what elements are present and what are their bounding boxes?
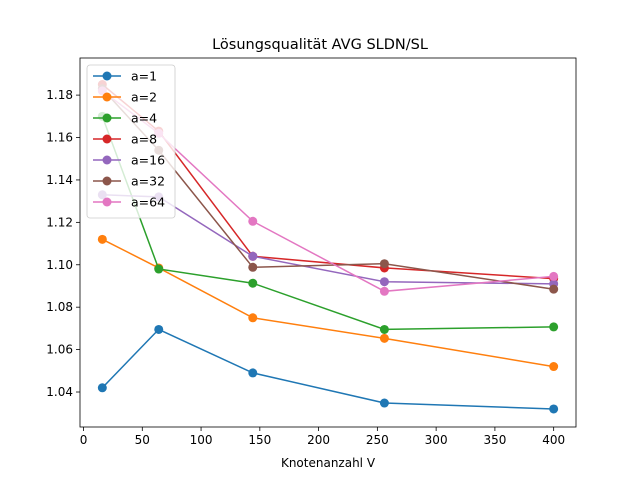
x-tick-label: 250	[366, 433, 389, 447]
legend: a=1 a=2 a=4 a=8 a=16 a=32 a=64	[86, 64, 176, 219]
x-axis: 0 50 100 150 200 250 300 350 400	[80, 427, 565, 447]
x-tick-label: 0	[80, 433, 88, 447]
legend-marker	[102, 197, 112, 207]
data-point	[154, 324, 164, 334]
legend-label: a=64	[131, 195, 165, 210]
legend-label: a=4	[131, 111, 157, 126]
x-tick-label: 150	[248, 433, 271, 447]
legend-marker	[102, 113, 112, 123]
x-tick-label: 400	[542, 433, 565, 447]
data-point	[248, 368, 258, 378]
chart-title: Lösungsqualität AVG SLDN/SL	[212, 37, 428, 53]
data-point	[549, 271, 559, 281]
data-point	[549, 362, 559, 372]
data-point	[379, 277, 389, 287]
data-point	[379, 333, 389, 343]
legend-marker	[102, 92, 112, 102]
plot-frame	[79, 57, 577, 428]
data-point	[97, 234, 107, 244]
x-tick-label: 200	[307, 433, 330, 447]
legend-marker	[102, 176, 112, 186]
data-point	[549, 404, 559, 414]
legend-item: a=2	[93, 90, 157, 105]
data-point	[379, 259, 389, 269]
y-tick-label: 1.12	[46, 215, 73, 229]
y-tick-label: 1.10	[46, 258, 73, 272]
plot-area	[79, 57, 577, 428]
data-point	[248, 262, 258, 272]
legend-marker	[102, 155, 112, 165]
legend-item: a=32	[93, 174, 165, 189]
x-tick-label: 350	[483, 433, 506, 447]
x-tick-label: 100	[190, 433, 213, 447]
y-tick-label: 1.06	[46, 343, 73, 357]
data-point	[248, 216, 258, 226]
legend-item: a=8	[93, 132, 157, 147]
data-point	[379, 398, 389, 408]
series-a-1	[97, 324, 559, 414]
legend-label: a=16	[131, 153, 165, 168]
y-tick-label: 1.14	[46, 173, 73, 187]
y-tick-label: 1.18	[46, 88, 73, 102]
legend-label: a=1	[131, 69, 157, 84]
data-point	[549, 284, 559, 294]
data-point	[248, 278, 258, 288]
data-point	[379, 286, 389, 296]
data-point	[248, 313, 258, 323]
x-tick-label: 300	[425, 433, 448, 447]
data-point	[154, 264, 164, 274]
legend-item: a=64	[93, 195, 165, 210]
y-axis: 1.04 1.06 1.08 1.10 1.12 1.14 1.16 1.18	[46, 88, 80, 399]
legend-marker	[102, 71, 112, 81]
legend-item: a=1	[93, 69, 157, 84]
legend-label: a=8	[131, 132, 157, 147]
data-point	[97, 383, 107, 393]
legend-label: a=2	[131, 90, 157, 105]
y-tick-label: 1.04	[46, 385, 73, 399]
legend-item: a=4	[93, 111, 157, 126]
data-point	[379, 324, 389, 334]
x-axis-label: Knotenanzahl V	[281, 456, 376, 470]
y-tick-label: 1.16	[46, 131, 73, 145]
data-point	[248, 251, 258, 261]
legend-marker	[102, 134, 112, 144]
legend-label: a=32	[131, 174, 165, 189]
y-tick-label: 1.08	[46, 300, 73, 314]
x-tick-label: 50	[135, 433, 150, 447]
data-point	[549, 322, 559, 332]
legend-item: a=16	[93, 153, 165, 168]
